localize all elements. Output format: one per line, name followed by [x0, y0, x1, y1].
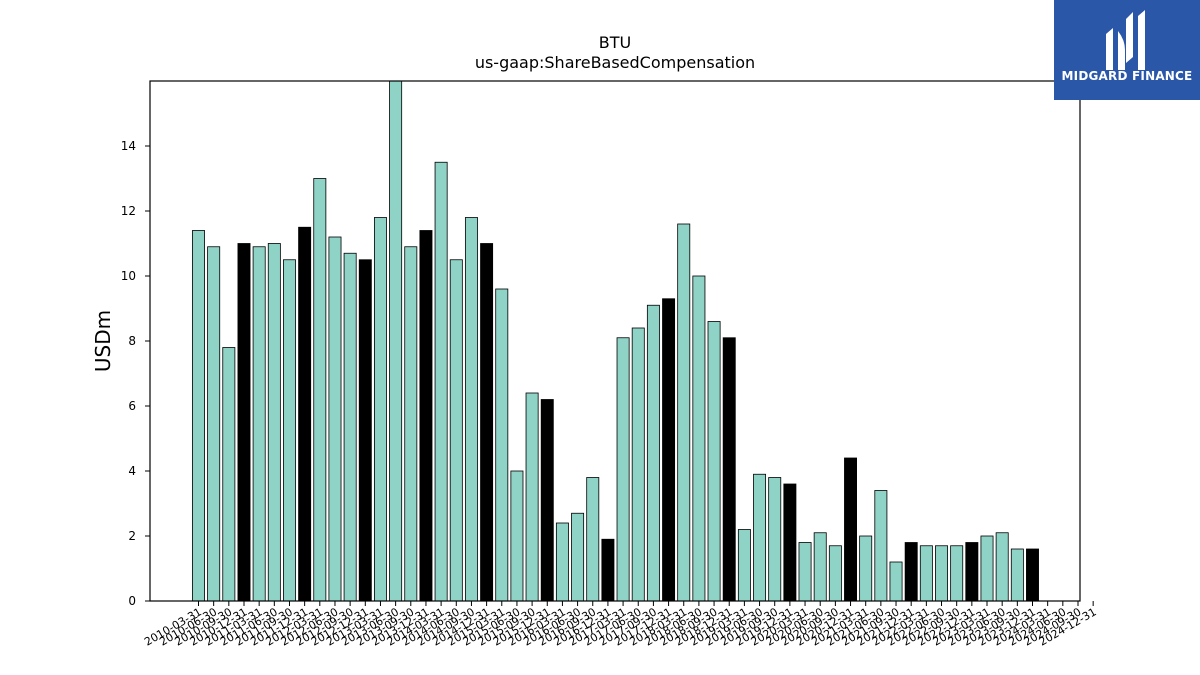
bar-2020-09-30: [828, 545, 842, 602]
bar-2023-12-31: [1026, 548, 1039, 602]
bar-2022-09-30: [950, 545, 964, 602]
bar-2013-06-30: [389, 80, 403, 602]
bar-2019-06-30: [753, 473, 767, 602]
bar-2014-03-31: [434, 161, 448, 602]
y-tick-label: 0: [128, 594, 136, 608]
logo-mark-icon: [1106, 10, 1145, 70]
bar-2023-06-30: [995, 532, 1009, 602]
bar-2011-03-31: [252, 246, 266, 602]
bar-2020-06-30: [813, 532, 827, 602]
chart-title: BTU: [599, 33, 631, 52]
bar-2021-12-31: [904, 542, 918, 602]
bar-2015-12-31: [540, 399, 554, 602]
bar-2012-12-31: [358, 259, 372, 602]
bar-2020-12-31: [844, 457, 857, 602]
bar-2011-12-31: [298, 226, 312, 602]
bar-2011-09-30: [283, 259, 296, 602]
bar-2018-12-31: [722, 337, 736, 602]
bar-2016-03-31: [555, 522, 569, 602]
bar-2010-06-30: [207, 246, 221, 602]
bar-2015-03-31: [495, 288, 509, 602]
midgard-finance-logo: MIDGARD FINANCE: [1054, 0, 1200, 100]
y-axis-label: USDm: [91, 310, 115, 372]
bar-2019-12-31: [783, 483, 797, 602]
bar-2012-09-30: [343, 252, 357, 602]
y-tick-label: 14: [121, 139, 136, 153]
bar-2022-03-31: [919, 545, 933, 602]
bar-2016-09-30: [586, 477, 600, 602]
bar-2021-06-30: [874, 490, 888, 602]
bar-2015-09-30: [525, 392, 539, 602]
bar-2017-09-30: [646, 304, 660, 602]
bar-2017-03-31: [616, 337, 630, 602]
bar-2013-12-31: [419, 230, 433, 602]
bar-2014-06-30: [449, 259, 463, 602]
plot-frame: [149, 80, 1081, 602]
bar-2023-09-30: [1010, 548, 1024, 602]
bar-2016-12-31: [601, 538, 615, 602]
bar-2011-06-30: [267, 243, 281, 602]
y-tick-label: 6: [128, 399, 136, 413]
bar-2012-03-31: [313, 178, 327, 602]
bar-2018-03-31: [677, 223, 691, 602]
bar-2010-12-31: [237, 243, 251, 602]
y-tick-label: 2: [128, 529, 136, 543]
bar-2022-06-30: [935, 545, 948, 602]
bar-2022-12-31: [965, 542, 979, 602]
y-tick-label: 10: [121, 269, 136, 283]
y-axis-ticks: 0 2 4 6 8 10 12 14: [121, 139, 150, 608]
bar-2021-03-31: [859, 535, 873, 602]
bar-2023-03-31: [980, 535, 994, 602]
bar-2015-06-30: [510, 470, 524, 602]
bar-2013-03-31: [373, 217, 387, 602]
bar-2010-03-31: [192, 230, 205, 602]
bar-2019-09-30: [768, 477, 782, 602]
bars-group: [192, 80, 1039, 602]
bar-2014-12-31: [480, 243, 494, 602]
bar-2017-12-31: [662, 298, 676, 602]
bar-2019-03-31: [737, 529, 751, 602]
bar-2018-09-30: [707, 321, 721, 602]
bar-2010-09-30: [222, 347, 236, 602]
bar-2021-09-30: [889, 561, 903, 602]
bar-2017-06-30: [631, 327, 645, 602]
bar-2016-06-30: [571, 512, 585, 602]
bar-2014-09-30: [464, 217, 478, 602]
chart-subtitle: us-gaap:ShareBasedCompensation: [475, 53, 755, 72]
x-axis-ticks: 2010-03-312010-06-302010-09-302010-12-31…: [142, 601, 1099, 649]
y-tick-label: 4: [128, 464, 136, 478]
logo-text: MIDGARD FINANCE: [1061, 69, 1193, 83]
bar-2020-03-31: [798, 542, 812, 602]
bar-2013-09-30: [404, 246, 418, 602]
y-tick-label: 12: [121, 204, 136, 218]
y-tick-label: 8: [128, 334, 136, 348]
bar-2012-06-30: [328, 236, 342, 602]
bar-2018-06-30: [692, 275, 706, 602]
